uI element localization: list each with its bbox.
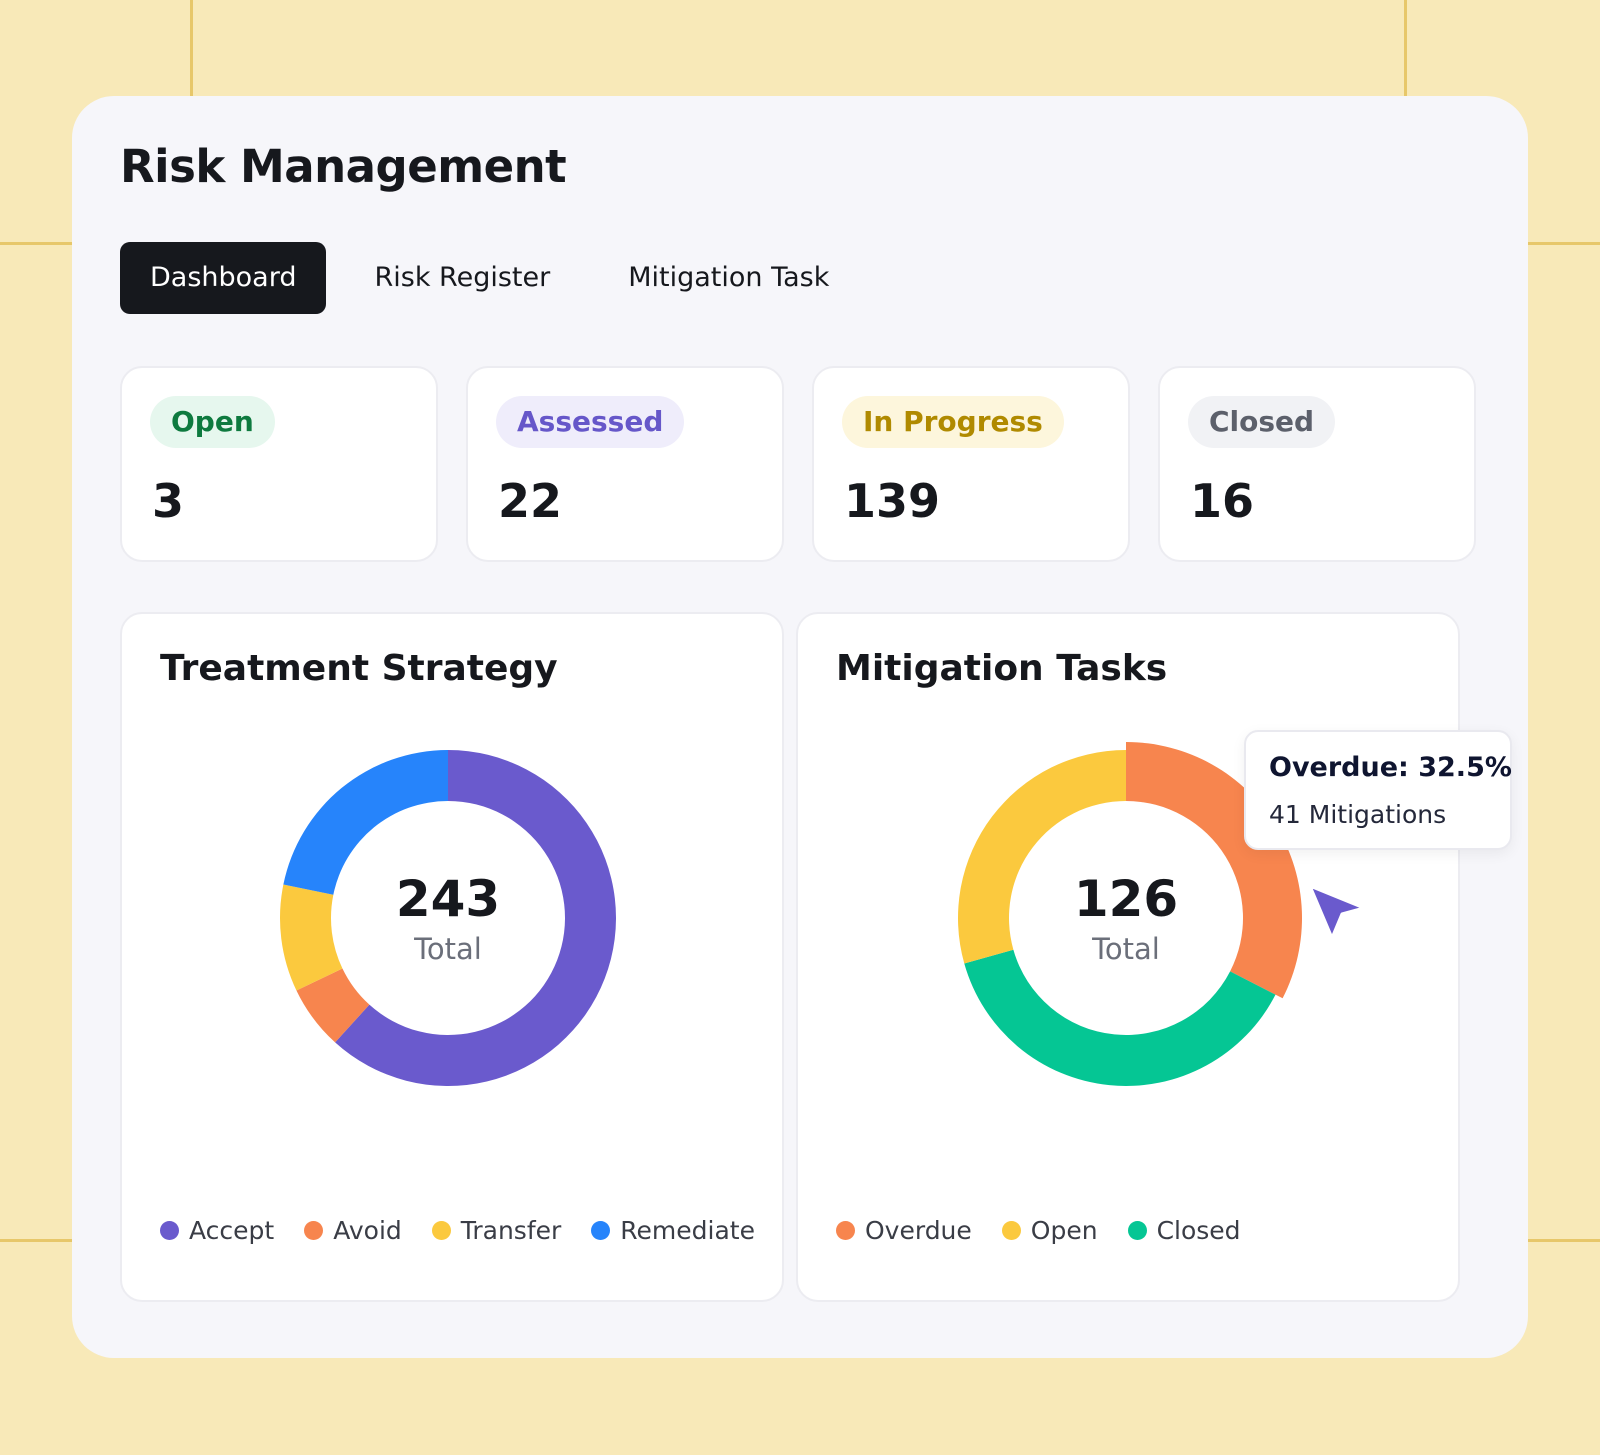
donut-slice-transfer[interactable] [280,884,343,991]
stat-value-closed: 16 [1190,474,1255,528]
legend-label: Transfer [460,1216,562,1245]
donut-slice-open[interactable] [958,750,1126,964]
grid-line [1404,0,1407,96]
treatment-strategy-title: Treatment Strategy [160,648,558,689]
cursor-arrow-icon [1308,884,1366,940]
grid-line [1528,1239,1600,1242]
grid-line [0,1239,72,1242]
donut-slice-closed[interactable] [964,949,1276,1086]
stat-card-closed[interactable]: Closed 16 [1158,366,1476,562]
legend-dot [160,1221,179,1240]
legend-dot [304,1221,324,1240]
legend-item-avoid[interactable]: Avoid [304,1216,402,1245]
stat-value-in-progress: 139 [844,474,941,528]
mitigation-tasks-title: Mitigation Tasks [836,648,1168,689]
legend-label: Avoid [333,1216,402,1245]
treatment-legend: Accept Avoid Transfer Remediate [160,1216,785,1245]
page-title: Risk Management [120,140,567,193]
status-badge-closed: Closed [1188,396,1336,448]
chart-tooltip: Overdue: 32.5% 41 Mitigations [1244,730,1512,850]
treatment-strategy-card: Treatment Strategy 243 Total Accept Avoi… [120,612,784,1302]
grid-line [1528,242,1600,245]
legend-item-overdue[interactable]: Overdue [836,1216,972,1245]
stat-card-open[interactable]: Open 3 [120,366,438,562]
donut-slice-avoid[interactable] [296,968,370,1043]
legend-label: Open [1030,1216,1098,1245]
mitigation-legend: Overdue Open Closed [836,1216,1271,1245]
status-badge-in-progress: In Progress [842,396,1064,448]
legend-dot [591,1221,611,1240]
legend-dot [1001,1221,1021,1240]
dashboard-panel: Risk Management Dashboard Risk Register … [72,96,1528,1358]
legend-dot [431,1221,451,1240]
tab-dashboard[interactable]: Dashboard [120,242,327,314]
donut-slice-remediate[interactable] [283,750,448,895]
tab-risk-register[interactable]: Risk Register [374,262,551,293]
stat-value-assessed: 22 [498,474,563,528]
mitigation-total-value: 126 [1073,870,1179,928]
legend-label: Closed [1156,1216,1241,1245]
legend-item-open[interactable]: Open [1001,1216,1098,1245]
tooltip-title: Overdue: 32.5% [1269,752,1512,783]
legend-dot [836,1221,855,1240]
legend-item-transfer[interactable]: Transfer [431,1216,562,1245]
legend-label: Overdue [865,1216,972,1245]
stat-value-open: 3 [152,474,185,528]
legend-label: Accept [189,1216,275,1245]
grid-line [0,242,72,245]
legend-dot [1127,1221,1147,1240]
legend-item-accept[interactable]: Accept [160,1216,274,1245]
legend-item-remediate[interactable]: Remediate [591,1216,755,1245]
mitigation-tasks-card: Mitigation Tasks 126 Total Overdue Open … [796,612,1460,1302]
legend-item-closed[interactable]: Closed [1127,1216,1241,1245]
grid-line [190,0,193,96]
treatment-total-label: Total [414,932,482,966]
treatment-strategy-donut [280,750,616,1086]
tab-bar: Dashboard Risk Register Mitigation Task [120,242,877,314]
tab-mitigation-task[interactable]: Mitigation Task [628,262,830,293]
status-badge-open: Open [150,396,275,448]
stat-card-in-progress[interactable]: In Progress 139 [812,366,1130,562]
tooltip-subtitle: 41 Mitigations [1269,800,1447,829]
mitigation-total-label: Total [1092,932,1160,966]
treatment-total-value: 243 [395,870,501,928]
donut-slice-accept[interactable] [335,750,616,1086]
legend-label: Remediate [620,1216,755,1245]
stat-card-assessed[interactable]: Assessed 22 [466,366,784,562]
status-badge-assessed: Assessed [496,396,685,448]
